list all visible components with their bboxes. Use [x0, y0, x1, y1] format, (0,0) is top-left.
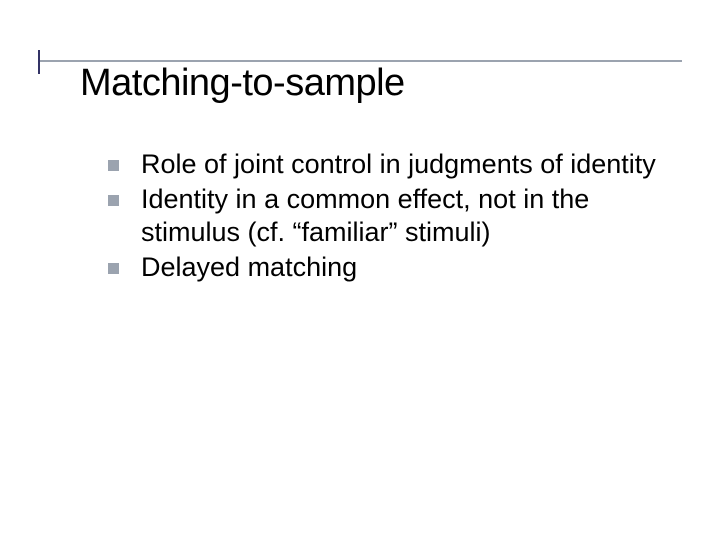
body-container: Role of joint control in judgments of id… — [108, 148, 660, 286]
title-container: Matching-to-sample — [80, 62, 680, 105]
slide-title: Matching-to-sample — [80, 62, 680, 105]
square-bullet-icon — [108, 263, 119, 274]
title-tick — [38, 50, 40, 74]
bullet-text: Role of joint control in judgments of id… — [141, 148, 656, 181]
bullet-text: Identity in a common effect, not in the … — [141, 183, 660, 249]
square-bullet-icon — [108, 160, 119, 171]
list-item: Role of joint control in judgments of id… — [108, 148, 660, 181]
list-item: Identity in a common effect, not in the … — [108, 183, 660, 249]
list-item: Delayed matching — [108, 251, 660, 284]
slide: Matching-to-sample Role of joint control… — [0, 0, 720, 540]
bullet-text: Delayed matching — [141, 251, 357, 284]
square-bullet-icon — [108, 195, 119, 206]
